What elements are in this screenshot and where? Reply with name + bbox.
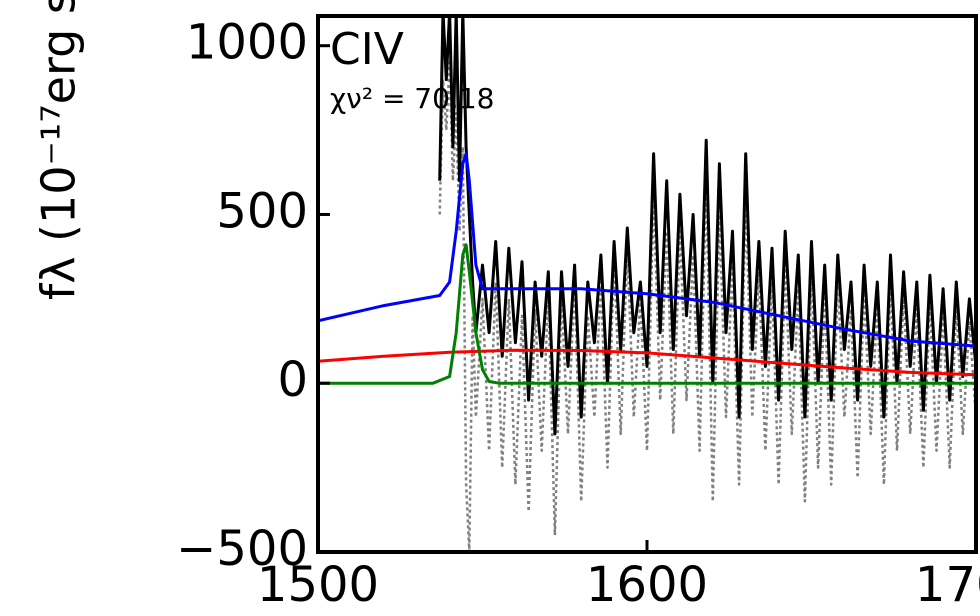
annotation: χν² = 70.18	[330, 82, 494, 115]
x-tick-label: 1700	[915, 557, 980, 613]
series-line	[438, 61, 976, 552]
plot-area	[318, 16, 976, 552]
series-line	[438, 16, 976, 436]
series-line	[318, 348, 976, 377]
y-tick-label: 0	[277, 352, 308, 408]
y-tick-label: −500	[176, 521, 308, 577]
annotation: CIV	[330, 24, 404, 75]
series-line	[318, 152, 976, 348]
x-tick-label: 1500	[257, 557, 379, 613]
y-tick-label: 1000	[186, 15, 308, 71]
x-tick-label: 1600	[586, 557, 708, 613]
y-tick-label: 500	[216, 183, 308, 239]
series-line	[318, 243, 976, 385]
y-axis-label: fλ (10⁻¹⁷erg s⁻¹ cm⁻² Å⁻¹)	[32, 0, 86, 300]
